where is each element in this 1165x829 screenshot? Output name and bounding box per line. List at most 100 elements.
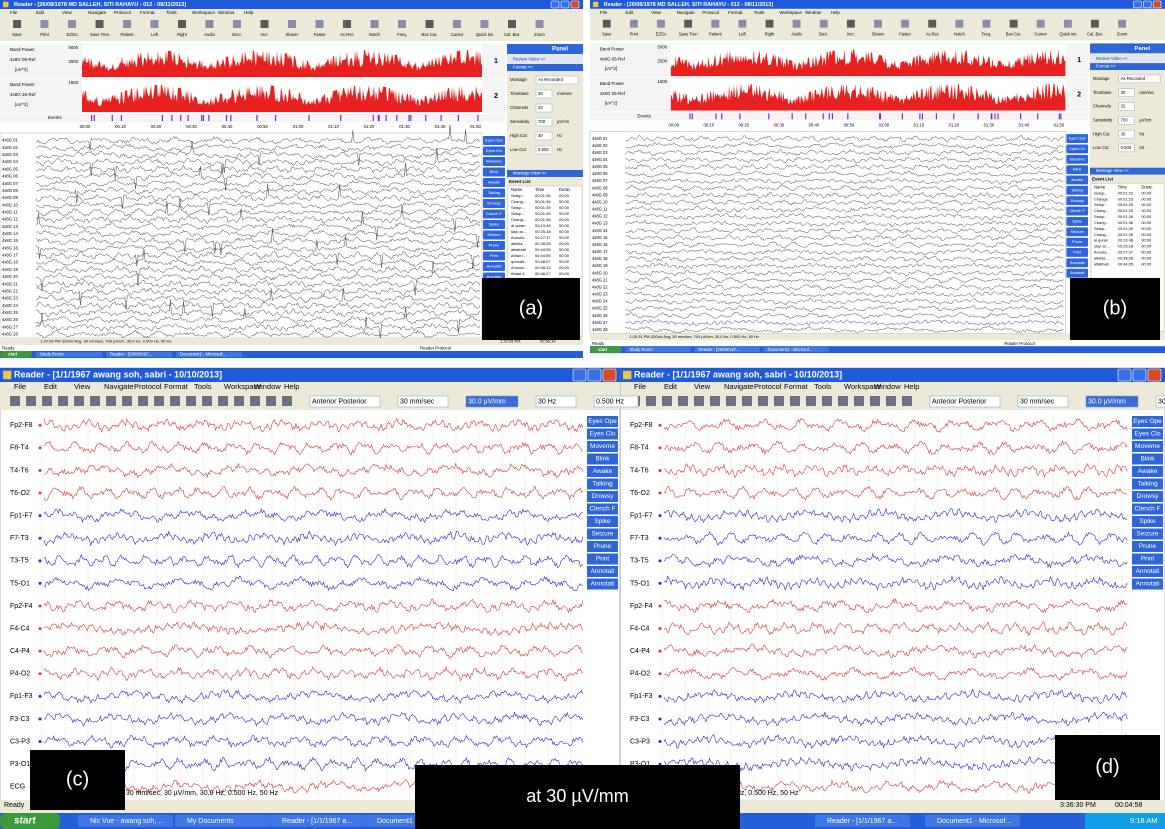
setting-value[interactable]: As Recorded: [538, 77, 563, 82]
taskbar-label[interactable]: Document1 - Microsof...: [937, 818, 1011, 825]
setting-value[interactable]: 30: [1121, 131, 1126, 136]
toolbar-icon[interactable]: [766, 20, 774, 28]
toolbar-icon[interactable]: [928, 20, 936, 28]
menu-item[interactable]: Edit: [626, 10, 635, 15]
window-button[interactable]: [573, 369, 586, 381]
window-button[interactable]: [1153, 1, 1161, 8]
toolbar-icon[interactable]: [983, 20, 991, 28]
menu-item[interactable]: Help: [831, 10, 841, 15]
menu-item[interactable]: Navigate: [724, 382, 754, 391]
setting-value[interactable]: 0.500: [538, 147, 549, 152]
toolbar-label[interactable]: Zoom: [534, 32, 545, 37]
setting-value[interactable]: 700: [1121, 117, 1129, 122]
setting-value[interactable]: 700: [538, 119, 546, 124]
menu-item[interactable]: Format: [140, 10, 155, 15]
toolbar-icon[interactable]: [74, 396, 84, 406]
menu-item[interactable]: Edit: [44, 382, 58, 391]
toolbar-icon[interactable]: [106, 396, 116, 406]
toolbar-icon[interactable]: [662, 396, 672, 406]
event-button-label[interactable]: Spike: [489, 222, 500, 227]
setting-value[interactable]: 30: [1121, 90, 1126, 95]
toolbar-icon[interactable]: [122, 396, 132, 406]
window-button[interactable]: [1133, 369, 1146, 381]
menu-item[interactable]: File: [634, 382, 646, 391]
toolbar-label[interactable]: Ac.Rec: [340, 32, 354, 37]
menu-item[interactable]: Format: [164, 382, 189, 391]
toolbar-icon[interactable]: [790, 396, 800, 406]
event-button-label[interactable]: Spike: [594, 518, 611, 525]
toolbar-icon[interactable]: [630, 20, 638, 28]
toolbar-label[interactable]: Deci.: [232, 32, 242, 37]
menu-item[interactable]: Window: [254, 382, 281, 391]
toolbar-icon[interactable]: [58, 396, 68, 406]
menu-item[interactable]: Tools: [754, 10, 765, 15]
window-button[interactable]: [1148, 369, 1161, 381]
toolbar-label[interactable]: Zoom: [1117, 32, 1128, 37]
event-button-label[interactable]: Eyes Clo: [589, 431, 615, 438]
toolbar-icon[interactable]: [901, 20, 909, 28]
toolbar-label[interactable]: Save: [12, 32, 22, 37]
event-button-label[interactable]: Awake: [1138, 468, 1158, 475]
toolbar-icon[interactable]: [234, 396, 244, 406]
event-button-label[interactable]: Print: [1141, 556, 1155, 563]
taskbar-label[interactable]: My Documents: [187, 818, 234, 825]
toolbar-icon[interactable]: [820, 20, 828, 28]
toolbar-icon[interactable]: [886, 396, 896, 406]
toolbar-field-value[interactable]: 30 Hz: [1158, 398, 1165, 405]
toolbar-icon[interactable]: [481, 20, 489, 28]
menu-item[interactable]: Tools: [166, 10, 177, 15]
menu-item[interactable]: Protocol: [702, 10, 719, 15]
event-button-label[interactable]: Annotati: [1136, 568, 1160, 575]
toolbar-icon[interactable]: [854, 396, 864, 406]
menu-item[interactable]: Protocol: [114, 10, 131, 15]
toolbar-icon[interactable]: [426, 20, 434, 28]
toolbar-label[interactable]: Audio: [204, 32, 215, 37]
event-button-label[interactable]: Annotati: [591, 581, 615, 588]
menu-item[interactable]: Tools: [194, 382, 212, 391]
toolbar-label[interactable]: EZGo: [67, 32, 79, 37]
event-button-label[interactable]: Awake: [488, 180, 501, 185]
event-button-label[interactable]: Moveme: [1070, 156, 1086, 161]
side-review[interactable]: Review Video <<: [513, 57, 546, 62]
toolbar-icon[interactable]: [90, 396, 100, 406]
taskbar-label[interactable]: Reader - [26/08/197...: [110, 352, 152, 357]
toolbar-field-value[interactable]: 30.0 µV/mm: [1088, 398, 1126, 405]
event-button-label[interactable]: Eyes Ope: [1069, 136, 1087, 141]
toolbar-icon[interactable]: [68, 20, 76, 28]
event-button-label[interactable]: Talking: [1137, 481, 1158, 488]
toolbar-icon[interactable]: [902, 396, 912, 406]
taskbar-label[interactable]: Nic Vue - awang soh, ...: [90, 818, 164, 825]
toolbar-label[interactable]: Right: [177, 32, 188, 37]
toolbar-label[interactable]: Audio: [791, 32, 802, 37]
event-button-label[interactable]: Eyes Clo: [1069, 146, 1086, 151]
toolbar-label[interactable]: Cal. Bar.: [504, 32, 520, 37]
toolbar-label[interactable]: Incr.: [261, 32, 269, 37]
toolbar-icon[interactable]: [774, 396, 784, 406]
side-format[interactable]: Format <<: [513, 65, 533, 70]
taskbar-label[interactable]: Study Room: [629, 347, 653, 352]
event-button-label[interactable]: Eyes Clo: [1134, 431, 1160, 438]
event-button-label[interactable]: Talking: [592, 481, 613, 488]
toolbar-icon[interactable]: [838, 396, 848, 406]
toolbar-icon[interactable]: [138, 396, 148, 406]
toolbar-icon[interactable]: [1118, 20, 1126, 28]
toolbar-icon[interactable]: [1091, 20, 1099, 28]
side-montage-view[interactable]: Montage View <<: [513, 171, 547, 176]
event-button-label[interactable]: Annotati: [1070, 260, 1085, 265]
window-button[interactable]: [571, 1, 579, 8]
menu-item[interactable]: Edit: [664, 382, 678, 391]
toolbar-icon[interactable]: [10, 396, 20, 406]
toolbar-icon[interactable]: [1037, 20, 1045, 28]
menu-item[interactable]: Window: [874, 382, 901, 391]
taskbar-label[interactable]: Reader - [26/08/197...: [698, 347, 739, 352]
event-button-label[interactable]: Prune: [1072, 239, 1083, 244]
setting-value[interactable]: 32: [1121, 104, 1126, 109]
toolbar-icon[interactable]: [41, 20, 49, 28]
window-button[interactable]: [551, 1, 559, 8]
toolbar-icon[interactable]: [288, 20, 296, 28]
toolbar-icon[interactable]: [806, 396, 816, 406]
toolbar-label[interactable]: Cursor: [451, 32, 464, 37]
toolbar-icon[interactable]: [266, 396, 276, 406]
toolbar-icon[interactable]: [646, 396, 656, 406]
event-button-label[interactable]: Blink: [595, 456, 610, 463]
